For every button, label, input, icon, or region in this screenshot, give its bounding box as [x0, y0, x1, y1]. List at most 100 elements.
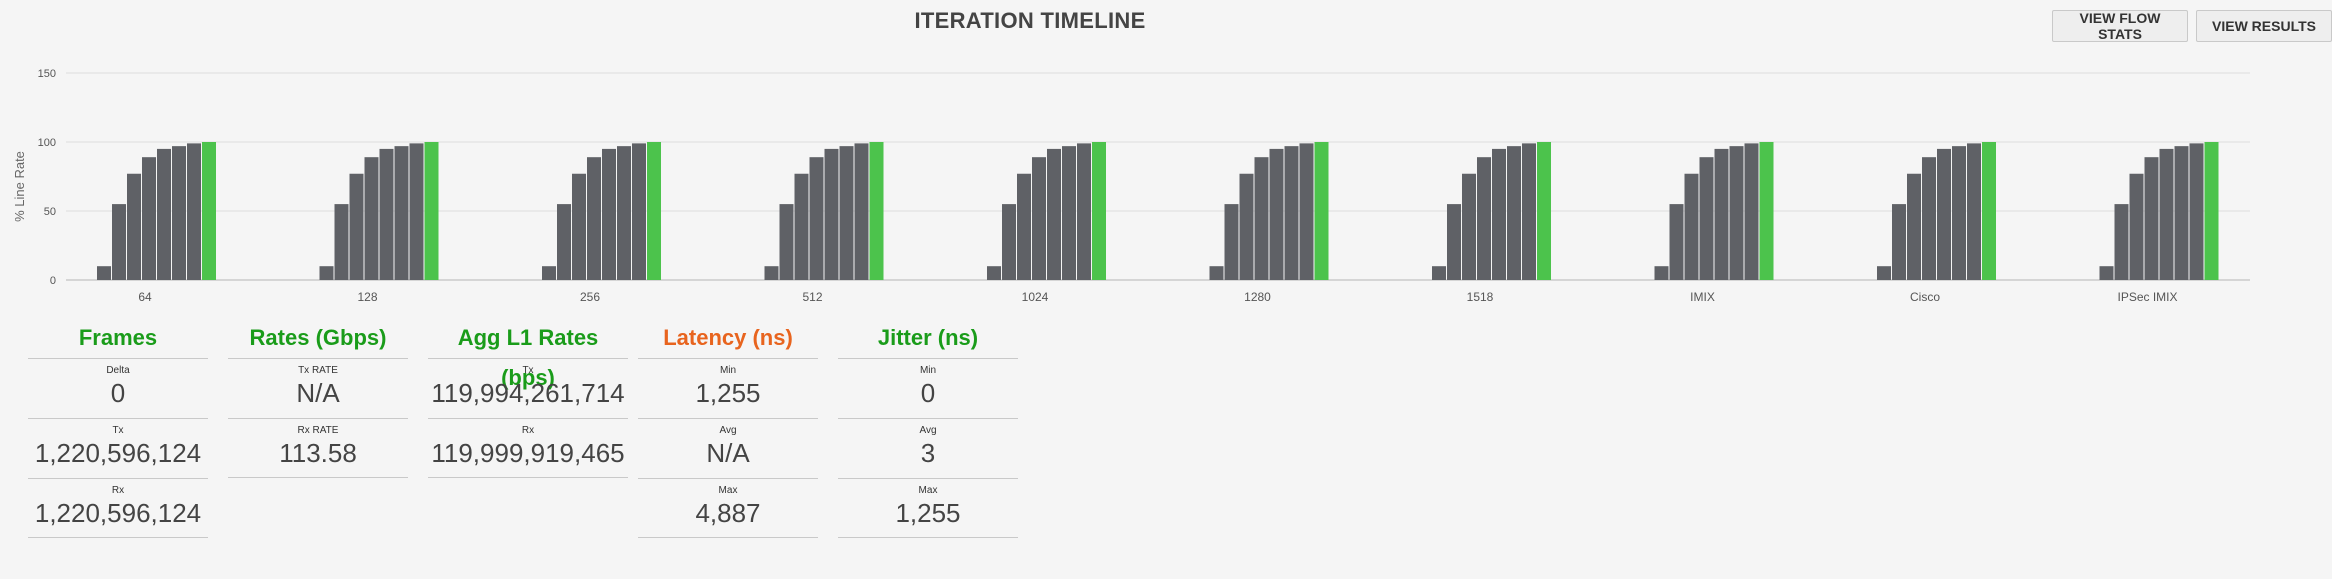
- bar: [839, 146, 854, 280]
- bar: [2174, 146, 2189, 280]
- x-tick-label: IMIX: [1690, 290, 1715, 304]
- agg-tx-value: 119,994,261,714: [431, 378, 625, 408]
- bar: [824, 148, 839, 280]
- jitter-max-value: 1,255: [895, 498, 961, 528]
- frames-delta-cell: Delta 0: [28, 358, 208, 418]
- bar: [809, 157, 824, 280]
- latency-group: Latency (ns) Min 1,255 Avg N/A Max 4,887: [638, 318, 818, 538]
- jitter-avg-cell: Avg 3: [838, 418, 1018, 478]
- bar: [1714, 148, 1729, 280]
- bar: [2114, 204, 2129, 280]
- bar: [1224, 204, 1239, 280]
- agg-l1-rates-group: Agg L1 Rates (bps) Tx 119,994,261,714 Rx…: [428, 318, 628, 478]
- bar: [1314, 142, 1329, 280]
- bar: [647, 142, 661, 280]
- bar: [379, 148, 394, 280]
- view-flow-stats-button[interactable]: VIEW FLOW STATS: [2052, 10, 2188, 42]
- bar: [617, 146, 631, 280]
- jitter-min-label: Min: [919, 365, 937, 376]
- bar: [1092, 142, 1106, 280]
- bar: [112, 204, 126, 280]
- x-tick-label: IPSec IMIX: [2117, 290, 2177, 304]
- bar: [364, 157, 379, 280]
- bar: [1982, 142, 1996, 280]
- rates-tx-label: Tx RATE: [298, 365, 338, 376]
- bar: [1937, 148, 1951, 280]
- bar: [2099, 266, 2114, 280]
- jitter-min-value: 0: [920, 378, 936, 408]
- bar: [2129, 173, 2144, 280]
- bar: [1699, 157, 1714, 280]
- bar: [542, 266, 556, 280]
- jitter-avg-label: Avg: [919, 425, 937, 436]
- agg-tx-label: Tx: [522, 365, 534, 376]
- bar: [632, 143, 646, 280]
- y-tick-label: 0: [50, 275, 56, 287]
- bar: [1877, 266, 1891, 280]
- latency-max-label: Max: [718, 485, 738, 496]
- view-results-button[interactable]: VIEW RESULTS: [2196, 10, 2332, 42]
- frames-group: Frames Delta 0 Tx 1,220,596,124 Rx 1,220…: [28, 318, 208, 538]
- jitter-min-cell: Min 0: [838, 358, 1018, 418]
- bar: [587, 157, 601, 280]
- jitter-avg-value: 3: [920, 438, 936, 468]
- agg-rx-cell: Rx 119,999,919,465: [428, 418, 628, 478]
- bar: [1284, 146, 1299, 280]
- latency-max-cell: Max 4,887: [638, 478, 818, 538]
- bar: [1684, 173, 1699, 280]
- bar: [1492, 148, 1506, 280]
- bar: [1017, 173, 1031, 280]
- frames-rx-value: 1,220,596,124: [34, 498, 202, 528]
- bar: [1892, 204, 1906, 280]
- bar: [319, 266, 334, 280]
- bar: [127, 173, 141, 280]
- bar: [1269, 148, 1284, 280]
- bar: [1239, 173, 1254, 280]
- bar: [1462, 173, 1476, 280]
- bar: [1432, 266, 1446, 280]
- bar: [1729, 146, 1744, 280]
- bar: [1209, 266, 1224, 280]
- latency-avg-cell: Avg N/A: [638, 418, 818, 478]
- x-tick-label: 128: [357, 290, 377, 304]
- jitter-title: Jitter (ns): [877, 325, 979, 350]
- bar: [187, 143, 201, 280]
- bar: [1032, 157, 1046, 280]
- bar: [1952, 146, 1966, 280]
- latency-max-value: 4,887: [695, 498, 761, 528]
- bar: [987, 266, 1001, 280]
- bar: [1047, 148, 1061, 280]
- rates-rx-label: Rx RATE: [297, 425, 339, 436]
- jitter-group: Jitter (ns) Min 0 Avg 3 Max 1,255: [838, 318, 1018, 538]
- rates-tx-cell: Tx RATE N/A: [228, 358, 408, 418]
- bar: [869, 142, 884, 280]
- x-tick-label: Cisco: [1910, 290, 1940, 304]
- rates-tx-value: N/A: [296, 378, 340, 408]
- frames-delta-value: 0: [110, 378, 126, 408]
- bar: [764, 266, 779, 280]
- bar: [1522, 143, 1536, 280]
- agg-l1-rates-title: Agg L1 Rates (bps): [457, 325, 599, 390]
- page-title: ITERATION TIMELINE: [914, 8, 1146, 33]
- frames-rx-label: Rx: [111, 485, 125, 496]
- agg-tx-cell: Tx 119,994,261,714: [428, 358, 628, 418]
- x-tick-label: 1518: [1467, 290, 1494, 304]
- bar: [394, 146, 409, 280]
- bar: [1537, 142, 1551, 280]
- bar: [202, 142, 216, 280]
- iteration-timeline-chart: 0 50 100 150 % Line Rate 64 128 256 512 1024 1280 1…: [12, 68, 2250, 304]
- bar: [1759, 142, 1774, 280]
- latency-avg-label: Avg: [719, 425, 737, 436]
- x-tick-label: 1280: [1244, 290, 1271, 304]
- x-tick-label: 1024: [1022, 290, 1049, 304]
- bar: [2159, 148, 2174, 280]
- bar: [1507, 146, 1521, 280]
- x-tick-label: 512: [802, 290, 822, 304]
- latency-min-label: Min: [719, 365, 737, 376]
- frames-tx-value: 1,220,596,124: [34, 438, 202, 468]
- bar: [1922, 157, 1936, 280]
- latency-min-value: 1,255: [695, 378, 761, 408]
- bar: [172, 146, 186, 280]
- bar: [1077, 143, 1091, 280]
- bar: [157, 148, 171, 280]
